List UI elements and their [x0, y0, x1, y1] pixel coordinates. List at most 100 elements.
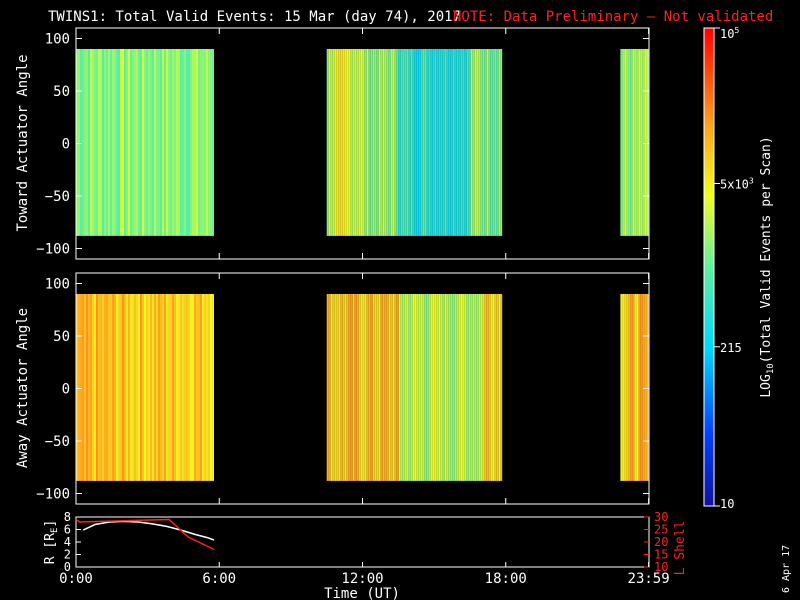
heatmap-column [190, 294, 192, 481]
heatmap-column [446, 49, 449, 236]
heatmap-column [112, 294, 114, 481]
x-tick-label: 12:00 [341, 571, 383, 587]
heatmap-column [448, 294, 451, 481]
heatmap-column [476, 49, 479, 236]
heatmap-column [342, 49, 345, 236]
heatmap-column [84, 294, 86, 481]
heatmap-column [468, 294, 471, 481]
heatmap-column [432, 294, 435, 481]
heatmap-column [444, 49, 447, 236]
heatmap-column [498, 49, 501, 236]
heatmap-column [458, 49, 461, 236]
colorbar-tick-label: 5x103 [720, 176, 754, 191]
heatmap-column [442, 49, 445, 236]
heatmap-column [154, 294, 156, 481]
heatmap-column [372, 49, 375, 236]
heatmap-column [116, 49, 118, 236]
heatmap-column [82, 49, 84, 236]
heatmap-column [496, 49, 499, 236]
heatmap-column [194, 294, 196, 481]
heatmap-column [470, 49, 473, 236]
heatmap-column [106, 49, 108, 236]
heatmap-column [456, 49, 459, 236]
y-tick-label: 100 [45, 32, 70, 48]
heatmap-column [100, 294, 102, 481]
heatmap-column [78, 294, 80, 481]
orbit-left-tick-label: 2 [64, 548, 71, 562]
heatmap-column [628, 294, 631, 481]
orbit-left-tick-label: 6 [64, 523, 71, 537]
heatmap-column [388, 49, 391, 236]
heatmap-column [172, 294, 174, 481]
heatmap-column [160, 49, 162, 236]
orbit-right-tick-label: 10 [654, 560, 668, 574]
heatmap-column [376, 49, 379, 236]
heatmap-column [362, 294, 365, 481]
heatmap-column [348, 294, 351, 481]
x-tick-label: 0:00 [59, 571, 93, 587]
away-ylabel: Away Actuator Angle [15, 308, 31, 468]
heatmap-column [116, 294, 118, 481]
heatmap-column [194, 49, 196, 236]
heatmap-column [398, 294, 401, 481]
heatmap-column [358, 49, 361, 236]
heatmap-column [168, 294, 170, 481]
heatmap-column [352, 49, 355, 236]
heatmap-column [162, 49, 164, 236]
heatmap-column [436, 294, 439, 481]
heatmap-column [78, 49, 80, 236]
heatmap-column [418, 294, 421, 481]
colorbar: 105 5x103 215 10 LOG10(Total Valid Events p… [703, 26, 776, 511]
heatmap-column [460, 49, 463, 236]
y-tick-label: −100 [36, 242, 70, 258]
heatmap-column [446, 294, 449, 481]
heatmap-column [452, 49, 455, 236]
heatmap-column [490, 49, 493, 236]
heatmap-column [400, 294, 403, 481]
x-tick-label: 6:00 [202, 571, 236, 587]
heatmap-column [460, 294, 463, 481]
heatmap-column [352, 294, 355, 481]
heatmap-column [494, 49, 497, 236]
heatmap-column [98, 49, 100, 236]
heatmap-column [134, 49, 136, 236]
heatmap-column [448, 49, 451, 236]
heatmap-column [76, 294, 78, 481]
heatmap-column [326, 49, 329, 236]
colorbar-label: LOG10(Total Valid Events per Scan) [759, 136, 776, 397]
heatmap-column [180, 49, 182, 236]
heatmap-column [334, 294, 337, 481]
x-axis-label: Time (UT) [324, 586, 400, 600]
heatmap-column [444, 294, 447, 481]
heatmap-column [638, 49, 641, 236]
away-y-ticks: 100 50 0 −50 −100 [36, 273, 650, 504]
heatmap-column [364, 49, 367, 236]
heatmap-column [410, 49, 413, 236]
heatmap-column [386, 49, 389, 236]
heatmap-column [628, 49, 631, 236]
heatmap-column [428, 49, 431, 236]
heatmap-column [192, 294, 194, 481]
heatmap-column [478, 49, 481, 236]
heatmap-column [126, 294, 128, 481]
heatmap-column [162, 294, 164, 481]
y-tick-label: 100 [45, 277, 70, 293]
heatmap-column [366, 49, 369, 236]
heatmap-column [174, 49, 176, 236]
orbit-right-tick-label: 30 [654, 510, 668, 524]
heatmap-column [622, 294, 625, 481]
away-panel: 100 50 0 −50 −100 Away Actuator Angle [15, 272, 650, 505]
heatmap-column [370, 49, 373, 236]
orbit-left-tick-label: 8 [64, 510, 71, 524]
heatmap-column [426, 49, 429, 236]
heatmap-column [94, 294, 96, 481]
heatmap-column [464, 294, 467, 481]
heatmap-column [326, 294, 329, 481]
heatmap-column [368, 294, 371, 481]
heatmap-column [182, 294, 184, 481]
heatmap-column [134, 294, 136, 481]
heatmap-column [380, 49, 383, 236]
heatmap-column [176, 294, 178, 481]
heatmap-column [632, 49, 635, 236]
heatmap-column [178, 294, 180, 481]
